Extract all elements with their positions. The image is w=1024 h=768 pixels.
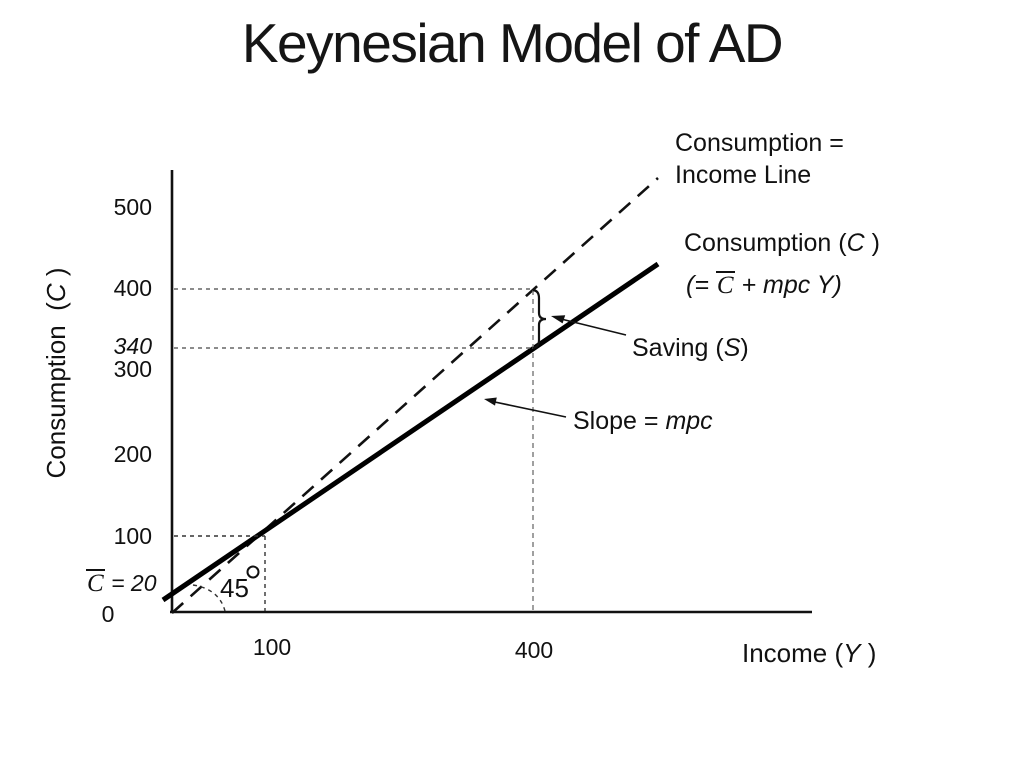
y-axis-title: Consumption (C ) bbox=[41, 267, 72, 479]
slope-variable-mpc: mpc bbox=[665, 407, 713, 435]
x-axis-title: Income (Y ) bbox=[742, 638, 877, 669]
saving-label: Saving (S) bbox=[632, 334, 749, 363]
x-tick-100: 100 bbox=[252, 634, 292, 660]
slope-label-text: Slope = bbox=[573, 407, 666, 435]
slope-label: Slope = mpc bbox=[573, 407, 713, 436]
intercept-c-bar-symbol: C bbox=[86, 569, 105, 597]
c-bar-symbol: C bbox=[715, 271, 735, 299]
x-axis-variable-y: Y bbox=[843, 638, 861, 668]
saving-leader-line bbox=[556, 317, 627, 336]
y-axis-title-close: ) bbox=[41, 267, 72, 284]
x-axis-title-text: Income ( bbox=[742, 638, 844, 668]
degree-symbol-icon bbox=[246, 565, 260, 579]
slope-arrowhead-icon bbox=[484, 397, 497, 406]
saving-arrowhead-icon bbox=[551, 315, 566, 324]
consumption-label-close: ) bbox=[864, 229, 880, 257]
equation-rest: + mpc Y) bbox=[734, 271, 842, 299]
equation-open: (= bbox=[686, 271, 716, 299]
income-line-45deg bbox=[171, 177, 659, 614]
consumption-line-label: Consumption (C ) bbox=[684, 229, 880, 258]
saving-label-close: ) bbox=[740, 334, 749, 362]
x-axis-title-close: ) bbox=[860, 638, 877, 668]
angle-arc bbox=[192, 584, 226, 612]
slope-leader-line bbox=[489, 400, 567, 418]
intercept-value: = 20 bbox=[104, 570, 157, 596]
y-tick-300: 300 bbox=[113, 356, 152, 382]
y-tick-400: 400 bbox=[113, 275, 152, 301]
income-line-label: Consumption = Income Line bbox=[675, 127, 844, 191]
y-tick-500: 500 bbox=[113, 194, 152, 220]
consumption-variable-c: C bbox=[846, 229, 865, 257]
consumption-label-text: Consumption ( bbox=[684, 229, 847, 257]
saving-brace bbox=[532, 288, 547, 350]
y-tick-100: 100 bbox=[113, 523, 152, 549]
y-tick-340: 340 bbox=[113, 333, 152, 359]
y-tick-200: 200 bbox=[113, 441, 152, 467]
y-axis-variable-c: C bbox=[41, 283, 72, 303]
income-line-label-line1: Consumption = bbox=[675, 129, 844, 157]
slide-title: Keynesian Model of AD bbox=[241, 12, 784, 74]
y-axis-title-text: Consumption ( bbox=[41, 302, 72, 479]
origin-tick-0: 0 bbox=[101, 601, 115, 627]
consumption-equation: (= C + mpc Y) bbox=[686, 271, 842, 300]
saving-label-text: Saving ( bbox=[632, 334, 724, 362]
x-tick-400: 400 bbox=[514, 637, 554, 663]
income-line-label-line2: Income Line bbox=[675, 161, 812, 189]
angle-45-label: 45 bbox=[220, 573, 249, 603]
intercept-label: C = 20 bbox=[86, 569, 156, 597]
saving-variable-s: S bbox=[723, 334, 741, 362]
consumption-line bbox=[161, 261, 660, 603]
